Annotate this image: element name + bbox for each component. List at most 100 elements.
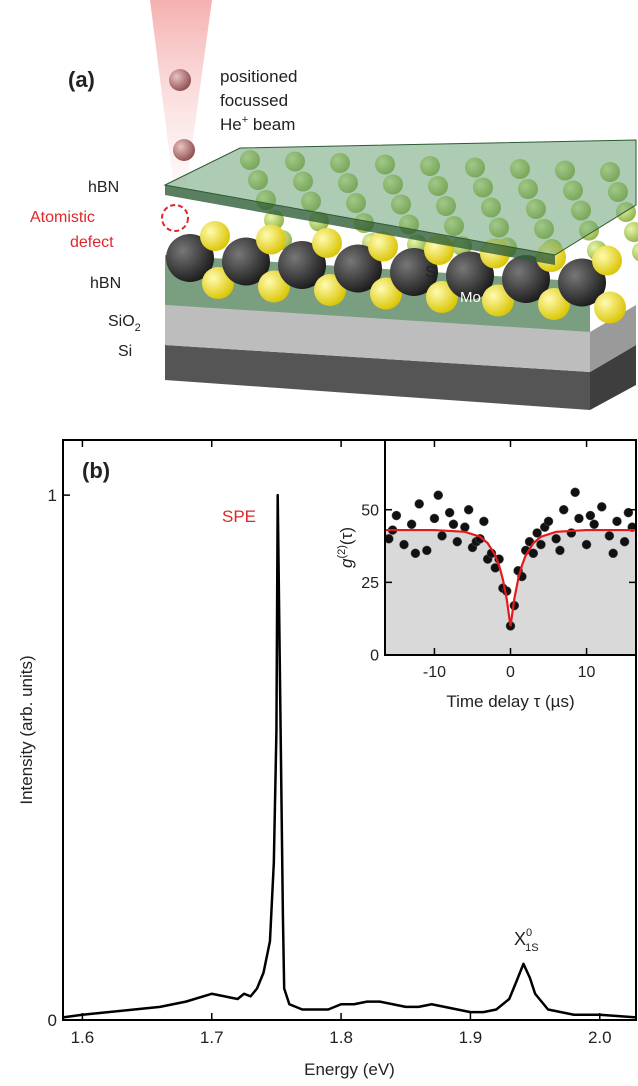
beam-label: positioned (220, 67, 298, 86)
s-atom (538, 288, 570, 320)
data-point (444, 507, 455, 518)
atom-label: Mo (460, 289, 481, 306)
atom-label: S (425, 264, 436, 281)
y-tick-label: 0 (370, 648, 379, 665)
data-point (589, 519, 599, 530)
annotation: 0 (526, 927, 532, 939)
y-tick-label: 0 (48, 1011, 57, 1030)
y-axis-label: Intensity (arb. units) (17, 655, 36, 804)
si-layer (165, 345, 590, 410)
beam-label: focussed (220, 91, 288, 110)
x-axis-label: Time delay τ (µs) (446, 692, 574, 711)
data-point (608, 548, 618, 559)
layer-label: hBN (88, 179, 119, 196)
annotation: SPE (222, 507, 256, 526)
annotation: X (514, 929, 526, 949)
s-atom (202, 267, 234, 299)
top-atom (632, 242, 638, 262)
s-atom (594, 291, 626, 324)
beam-label: + (242, 114, 248, 126)
data-point (422, 545, 432, 556)
s-atom (482, 284, 514, 317)
data-point (543, 516, 554, 527)
annotation: X0 1S (514, 927, 539, 954)
data-point (536, 539, 546, 550)
top-hbn (163, 139, 637, 256)
y-axis-label: g (337, 558, 356, 568)
annotation: 1S (525, 942, 538, 954)
s-atom (256, 224, 286, 255)
data-point (414, 499, 424, 509)
data-point (437, 531, 447, 541)
y-tick-label: 1 (48, 486, 57, 505)
layer-label: Si (118, 343, 132, 360)
panel-label: (a) (68, 67, 95, 92)
mo-atom (390, 248, 438, 296)
layer-label: SiO2 (108, 313, 141, 334)
defect-label: Atomistic (30, 209, 95, 226)
defect-marker (161, 204, 189, 232)
beam-label: He+ beam (220, 114, 295, 134)
data-point (460, 522, 470, 532)
data-point (555, 545, 565, 556)
data-point (570, 487, 580, 498)
x-tick-label: 1.9 (459, 1028, 483, 1047)
data-point (574, 513, 584, 524)
sio2-layer (165, 305, 590, 372)
mo-atom (166, 234, 214, 282)
data-point (391, 510, 402, 521)
si-layer-side (590, 345, 636, 410)
data-point (528, 548, 539, 559)
fit-area (385, 530, 636, 655)
fit-line (385, 528, 636, 627)
spectrum-line (62, 493, 637, 1019)
data-point (463, 504, 474, 515)
x-tick-label: -10 (423, 664, 446, 681)
data-point (597, 502, 607, 512)
mo-atom (334, 244, 382, 293)
x-tick-label: 10 (578, 664, 596, 681)
s-atom (312, 228, 342, 258)
top-hbn-edge (165, 185, 555, 265)
x-tick-label: 2.0 (588, 1028, 612, 1047)
data-point (448, 519, 459, 530)
y-tick-label: 25 (361, 575, 379, 592)
mo-atom (278, 241, 326, 289)
x-axis-label: Energy (eV) (304, 1060, 395, 1079)
inset-plot (384, 487, 637, 655)
mo-atom (502, 255, 550, 303)
ion-beam (150, 0, 212, 190)
data-point (581, 539, 592, 550)
data-point (551, 534, 561, 544)
data-point (585, 510, 596, 521)
x-tick-label: 1.6 (71, 1028, 95, 1047)
beam-label: He (220, 115, 242, 134)
x-tick-label: 1.8 (329, 1028, 353, 1047)
data-point (532, 528, 542, 538)
s-atom (368, 231, 398, 262)
mo-atom (446, 251, 494, 300)
layer-label: hBN (90, 275, 121, 292)
layer-label: SiO (108, 313, 135, 330)
top-atom (624, 222, 638, 242)
data-point (429, 513, 440, 524)
y-axis-label: (τ) (337, 527, 356, 545)
data-point (612, 516, 622, 527)
sio2-layer-side (590, 305, 636, 372)
y-axis-label: (2) (336, 545, 348, 558)
y-tick-label: 50 (361, 502, 379, 519)
data-point (410, 548, 421, 559)
beam-label: beam (248, 115, 295, 134)
panel-label: (b) (82, 458, 110, 483)
defect-label: defect (70, 234, 114, 251)
s-atom (370, 277, 402, 310)
data-point (619, 536, 630, 547)
data-point (406, 519, 417, 530)
ion (169, 69, 191, 91)
x-tick-label: 1.7 (200, 1028, 224, 1047)
y-axis-label: g(2)(τ) (336, 527, 356, 568)
data-point (558, 504, 569, 515)
illustration: S Mo (a) positioned focussed He+ beam hBN… (30, 0, 638, 410)
